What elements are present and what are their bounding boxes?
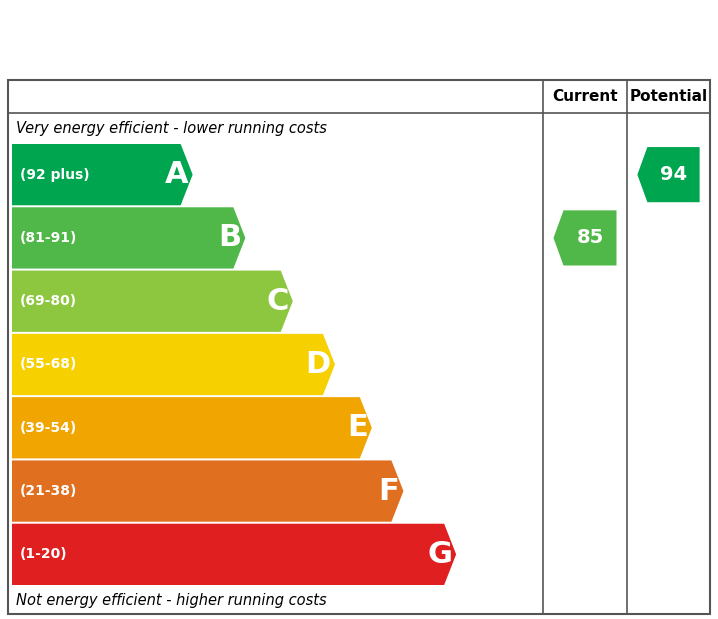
Text: (39-54): (39-54) [20,421,78,435]
Text: G: G [427,540,452,569]
Text: Very energy efficient - lower running costs: Very energy efficient - lower running co… [16,121,327,136]
Text: (69-80): (69-80) [20,294,77,308]
Polygon shape [12,524,456,585]
Text: C: C [266,287,289,316]
Text: (81-91): (81-91) [20,231,78,245]
Text: F: F [378,477,399,506]
Polygon shape [12,144,192,206]
Text: Current: Current [552,89,617,104]
Polygon shape [12,461,404,522]
Text: Potential: Potential [630,89,707,104]
Polygon shape [12,271,293,332]
Polygon shape [638,147,699,202]
Text: 94: 94 [660,165,687,184]
Text: E: E [347,413,368,443]
Polygon shape [12,397,372,459]
Text: D: D [306,350,331,379]
Text: 85: 85 [577,228,604,248]
Text: (55-68): (55-68) [20,358,78,371]
Text: (1-20): (1-20) [20,547,67,561]
Text: (92 plus): (92 plus) [20,168,90,181]
Text: B: B [218,223,241,253]
Text: Energy Efficiency Rating: Energy Efficiency Rating [16,21,476,54]
Text: (21-38): (21-38) [20,484,78,498]
Text: Not energy efficient - higher running costs: Not energy efficient - higher running co… [16,592,327,607]
Polygon shape [12,334,335,395]
Text: A: A [165,160,189,189]
Polygon shape [554,210,617,266]
Polygon shape [12,207,246,269]
